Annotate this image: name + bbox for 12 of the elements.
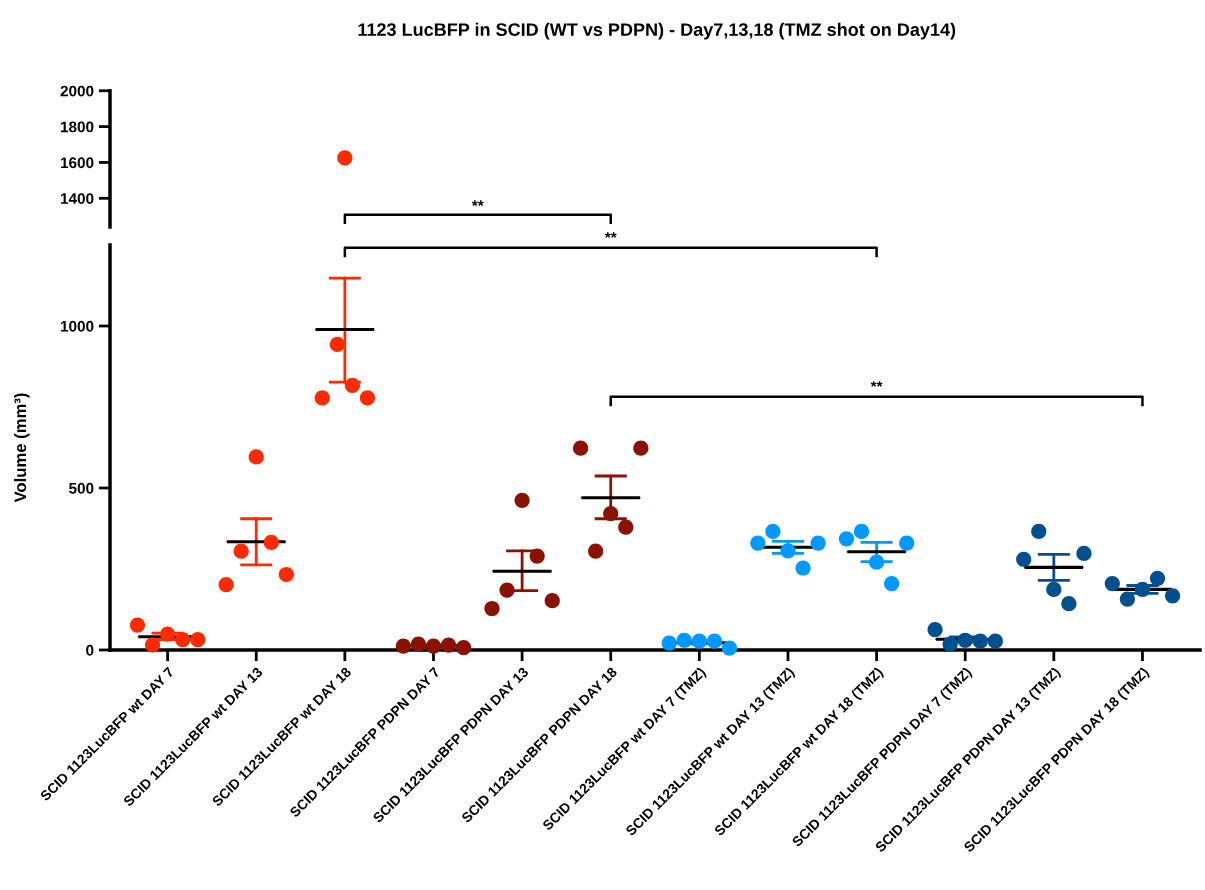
y-tick-label: 1600 <box>61 157 94 169</box>
y-tick-label: 2000 <box>60 85 94 97</box>
y-tick-label: 500 <box>69 482 94 494</box>
y-tick-label: 0 <box>86 644 94 656</box>
chart-title: 1123 LucBFP in SCID (WT vs PDPN) - Day7,13,18 (TMZ shot on Day14) <box>358 22 956 40</box>
annotation: ** <box>471 200 484 207</box>
y-tick-label: 1000 <box>61 320 94 332</box>
y-tick-label: 1400 <box>61 193 94 204</box>
annotation: ** <box>870 381 883 387</box>
y-tick-label: 1800 <box>61 121 94 133</box>
y-axis-title: Volume (mm³) <box>13 393 30 503</box>
text: ** <box>604 232 617 238</box>
